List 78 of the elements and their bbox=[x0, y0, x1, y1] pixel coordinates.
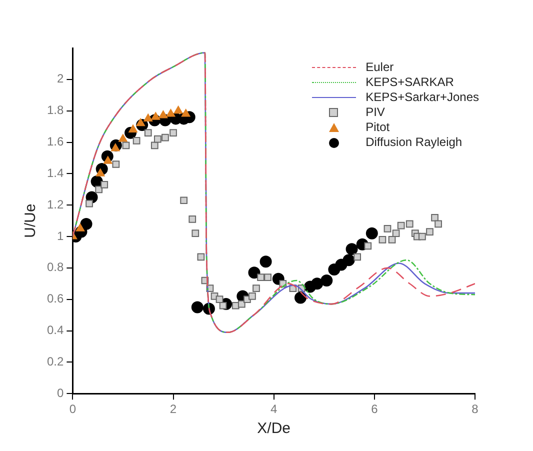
point bbox=[174, 106, 183, 114]
x-tick-label: 6 bbox=[371, 402, 378, 416]
point bbox=[96, 168, 105, 176]
point bbox=[158, 110, 168, 118]
point bbox=[192, 230, 200, 238]
point bbox=[232, 302, 240, 310]
point bbox=[431, 214, 438, 222]
point bbox=[260, 256, 272, 268]
point bbox=[388, 236, 396, 244]
point bbox=[366, 227, 378, 240]
y-tick-label: 0.8 bbox=[46, 260, 64, 274]
point bbox=[191, 301, 204, 314]
point bbox=[86, 200, 93, 208]
point bbox=[384, 224, 392, 232]
point bbox=[219, 302, 227, 310]
point bbox=[311, 278, 324, 290]
point bbox=[150, 142, 158, 150]
point bbox=[80, 218, 92, 230]
point bbox=[346, 243, 358, 256]
point bbox=[216, 296, 224, 304]
legend-label: KEPS+Sarkar+Jones bbox=[366, 90, 479, 105]
point bbox=[166, 108, 176, 117]
point bbox=[118, 134, 128, 142]
point bbox=[392, 230, 400, 238]
y-axis-title: U/Ue bbox=[22, 204, 40, 238]
point bbox=[397, 222, 405, 230]
point bbox=[144, 114, 153, 122]
point bbox=[354, 253, 362, 261]
point bbox=[364, 242, 372, 250]
point bbox=[197, 253, 205, 261]
point bbox=[112, 160, 120, 168]
point bbox=[132, 137, 140, 144]
x-tick-label: 4 bbox=[270, 402, 278, 416]
y-tick-label: 0.4 bbox=[46, 323, 64, 338]
point bbox=[181, 108, 190, 117]
point bbox=[378, 236, 386, 244]
x-axis-title: X/De bbox=[257, 420, 291, 438]
x-tick-label: 2 bbox=[170, 402, 177, 416]
point bbox=[95, 186, 103, 194]
point bbox=[100, 180, 108, 188]
point bbox=[144, 129, 152, 137]
point bbox=[180, 196, 188, 204]
point bbox=[122, 142, 130, 150]
point bbox=[342, 254, 355, 266]
legend-label: Diffusion Rayleigh bbox=[366, 135, 462, 150]
point bbox=[170, 129, 177, 137]
point bbox=[76, 224, 85, 232]
x-tick-label: 0 bbox=[69, 402, 76, 416]
point bbox=[248, 292, 256, 300]
point bbox=[162, 134, 169, 142]
y-tick-label: 1 bbox=[56, 228, 64, 243]
y-tick-label: 0.6 bbox=[46, 292, 64, 306]
point bbox=[426, 228, 434, 236]
point bbox=[294, 292, 306, 304]
legend-label: PIV bbox=[366, 105, 385, 120]
y-tick-label: 1.8 bbox=[46, 103, 64, 118]
y-tick-label: 0 bbox=[56, 386, 64, 400]
point bbox=[320, 274, 333, 286]
y-tick-label: 1.2 bbox=[46, 197, 64, 212]
point bbox=[248, 266, 260, 279]
point bbox=[257, 274, 264, 282]
point bbox=[188, 216, 196, 223]
y-tick-label: 0.2 bbox=[46, 354, 64, 368]
point bbox=[252, 284, 260, 292]
point bbox=[103, 156, 112, 164]
point bbox=[154, 135, 162, 143]
x-tick-label: 8 bbox=[472, 402, 479, 416]
point bbox=[264, 274, 272, 282]
y-tick-label: 1.4 bbox=[46, 166, 64, 180]
y-tick-label: 2 bbox=[56, 72, 64, 86]
legend-label: Euler bbox=[366, 60, 394, 75]
point bbox=[434, 220, 442, 228]
y-tick-label: 1.6 bbox=[46, 134, 64, 149]
legend-label: Pitot bbox=[366, 120, 390, 135]
point bbox=[418, 232, 426, 240]
point bbox=[151, 112, 160, 120]
point bbox=[406, 220, 414, 228]
legend-label: KEPS+SARKAR bbox=[366, 75, 454, 90]
